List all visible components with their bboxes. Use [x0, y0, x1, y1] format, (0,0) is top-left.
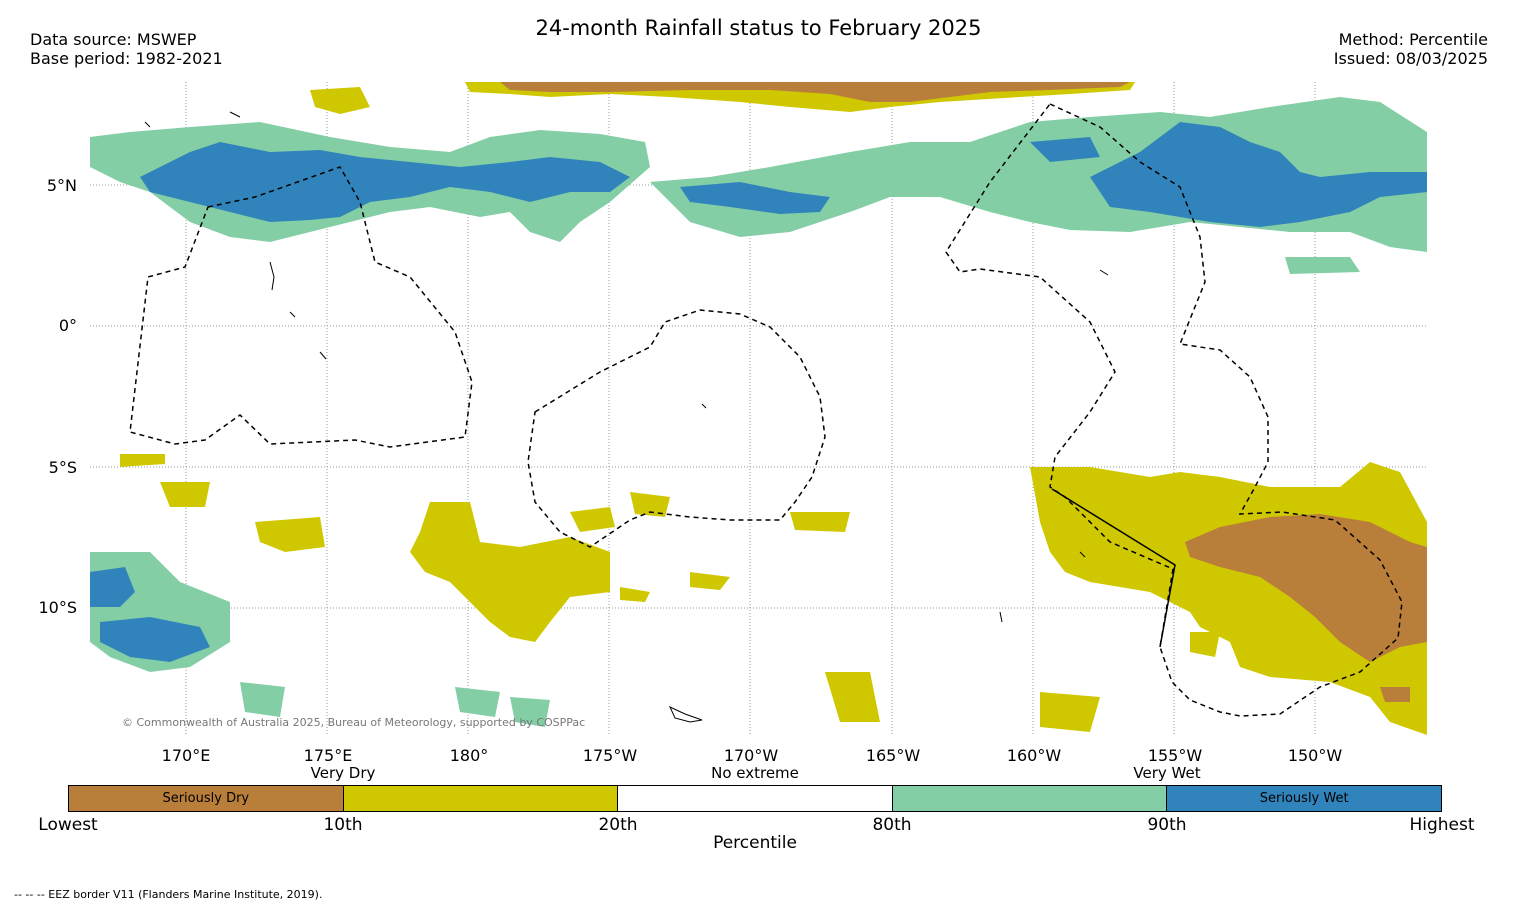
- island-4: [701, 403, 707, 409]
- legend-axis-title: Percentile: [713, 833, 797, 853]
- legend-segment-very-dry: [343, 786, 619, 811]
- very-dry-region-central-5: [790, 512, 850, 532]
- very-wet-region-south-small-1: [240, 682, 285, 717]
- data-source-block: Data source: MSWEP Base period: 1982-202…: [30, 30, 223, 68]
- very-dry-region-south-2: [1040, 692, 1100, 732]
- eez-solid-boundary: [1051, 488, 1176, 648]
- lon-label-175e: 175°E: [303, 746, 353, 765]
- legend-segment-label: Seriously Wet: [1259, 791, 1349, 806]
- very-dry-region-central-4: [690, 572, 730, 590]
- method-block: Method: Percentile Issued: 08/03/2025: [1334, 30, 1488, 68]
- very-dry-region-central-6: [620, 587, 650, 602]
- seriously-dry-region-east-small: [1380, 687, 1410, 702]
- method-text: Method: Percentile: [1338, 30, 1488, 49]
- eez-border-kiribati-gilberts: [129, 166, 473, 448]
- seriously-wet-region-south-west: [90, 567, 135, 607]
- lon-label-165w: 165°W: [865, 746, 921, 765]
- base-period-text: Base period: 1982-2021: [30, 49, 223, 68]
- legend-tick-80th: 80th: [872, 815, 912, 835]
- legend-segment-label: Seriously Dry: [162, 791, 250, 806]
- very-wet-region-east-small: [1285, 257, 1360, 274]
- lon-label-180: 180°: [449, 746, 489, 765]
- seriously-dry-region-north-top: [500, 82, 1130, 102]
- very-dry-region-east-small: [1190, 632, 1220, 657]
- seriously-wet-areas: [90, 122, 1427, 662]
- legend-tick-20th: 20th: [598, 815, 638, 835]
- seriously-wet-region-north-west: [140, 142, 630, 222]
- legend-segment-seriously-dry: Seriously Dry: [69, 786, 344, 811]
- very-wet-region-south-small-2: [455, 687, 500, 717]
- lon-label-155w: 155°W: [1147, 746, 1203, 765]
- very-dry-region-west-3: [255, 517, 325, 552]
- legend-segment-very-wet: [892, 786, 1168, 811]
- legend-segment-no-extreme: [618, 786, 893, 811]
- copyright-text: © Commonwealth of Australia 2025, Bureau…: [122, 716, 586, 729]
- legend-tick-lowest: Lowest: [38, 815, 98, 835]
- map-title: 24-month Rainfall status to February 202…: [535, 16, 982, 40]
- island-10: [144, 121, 151, 128]
- island-8: [668, 705, 703, 723]
- seriously-dry-areas: [500, 82, 1427, 702]
- lat-label-5n: 5°N: [46, 176, 77, 195]
- seriously-wet-region-north-east: [1090, 122, 1427, 227]
- very-dry-region-south-1: [825, 672, 880, 722]
- eez-footnote: -- -- -- EEZ border V11 (Flanders Marine…: [14, 888, 323, 901]
- very-dry-region-central-2: [570, 507, 615, 532]
- lon-label-170w: 170°W: [723, 746, 779, 765]
- island-2: [289, 311, 296, 318]
- legend-colorbar: Seriously Dry Seriously Wet: [68, 785, 1442, 812]
- very-wet-region-south-small-3: [510, 697, 550, 727]
- eez-border-phoenix: [527, 309, 826, 548]
- lon-label-160w: 160°W: [1006, 746, 1062, 765]
- lat-label-0: 0°: [58, 316, 77, 335]
- seriously-dry-region-east: [1185, 514, 1427, 662]
- eez-border-line-islands: [945, 103, 1403, 717]
- lat-label-5s: 5°S: [48, 458, 77, 477]
- islands: [144, 111, 1109, 723]
- rainfall-map: [90, 82, 1427, 735]
- legend-category-no-extreme: No extreme: [711, 764, 799, 782]
- very-dry-region-west-2: [160, 482, 210, 507]
- legend-segment-seriously-wet: Seriously Wet: [1167, 786, 1441, 811]
- seriously-wet-region-south-west-2: [100, 617, 210, 662]
- very-dry-region-west-1: [120, 454, 165, 467]
- data-source-text: Data source: MSWEP: [30, 30, 197, 49]
- very-dry-region-north-left: [310, 87, 370, 114]
- legend-category-very-wet: Very Wet: [1133, 764, 1201, 782]
- very-wet-region-north-central: [650, 97, 1427, 252]
- issued-text: Issued: 08/03/2025: [1333, 49, 1488, 68]
- island-3: [319, 351, 327, 360]
- island-9: [229, 111, 241, 118]
- legend-tick-10th: 10th: [323, 815, 363, 835]
- eez-borders: [129, 103, 1403, 717]
- lat-label-10s: 10°S: [38, 598, 77, 617]
- very-dry-region-central: [410, 502, 610, 642]
- island-6: [1079, 551, 1086, 558]
- seriously-wet-region-north-east-small: [1030, 137, 1100, 162]
- lon-label-170e: 170°E: [161, 746, 211, 765]
- very-dry-region-central-3: [630, 492, 670, 517]
- legend-tick-highest: Highest: [1409, 815, 1475, 835]
- legend-category-very-dry: Very Dry: [310, 764, 376, 782]
- seriously-wet-region-north-mid: [680, 182, 830, 214]
- island-7: [999, 611, 1003, 623]
- island-1: [269, 261, 275, 291]
- lon-label-175w: 175°W: [582, 746, 638, 765]
- island-5: [1099, 269, 1109, 276]
- legend-tick-90th: 90th: [1147, 815, 1187, 835]
- lon-label-150w: 150°W: [1287, 746, 1343, 765]
